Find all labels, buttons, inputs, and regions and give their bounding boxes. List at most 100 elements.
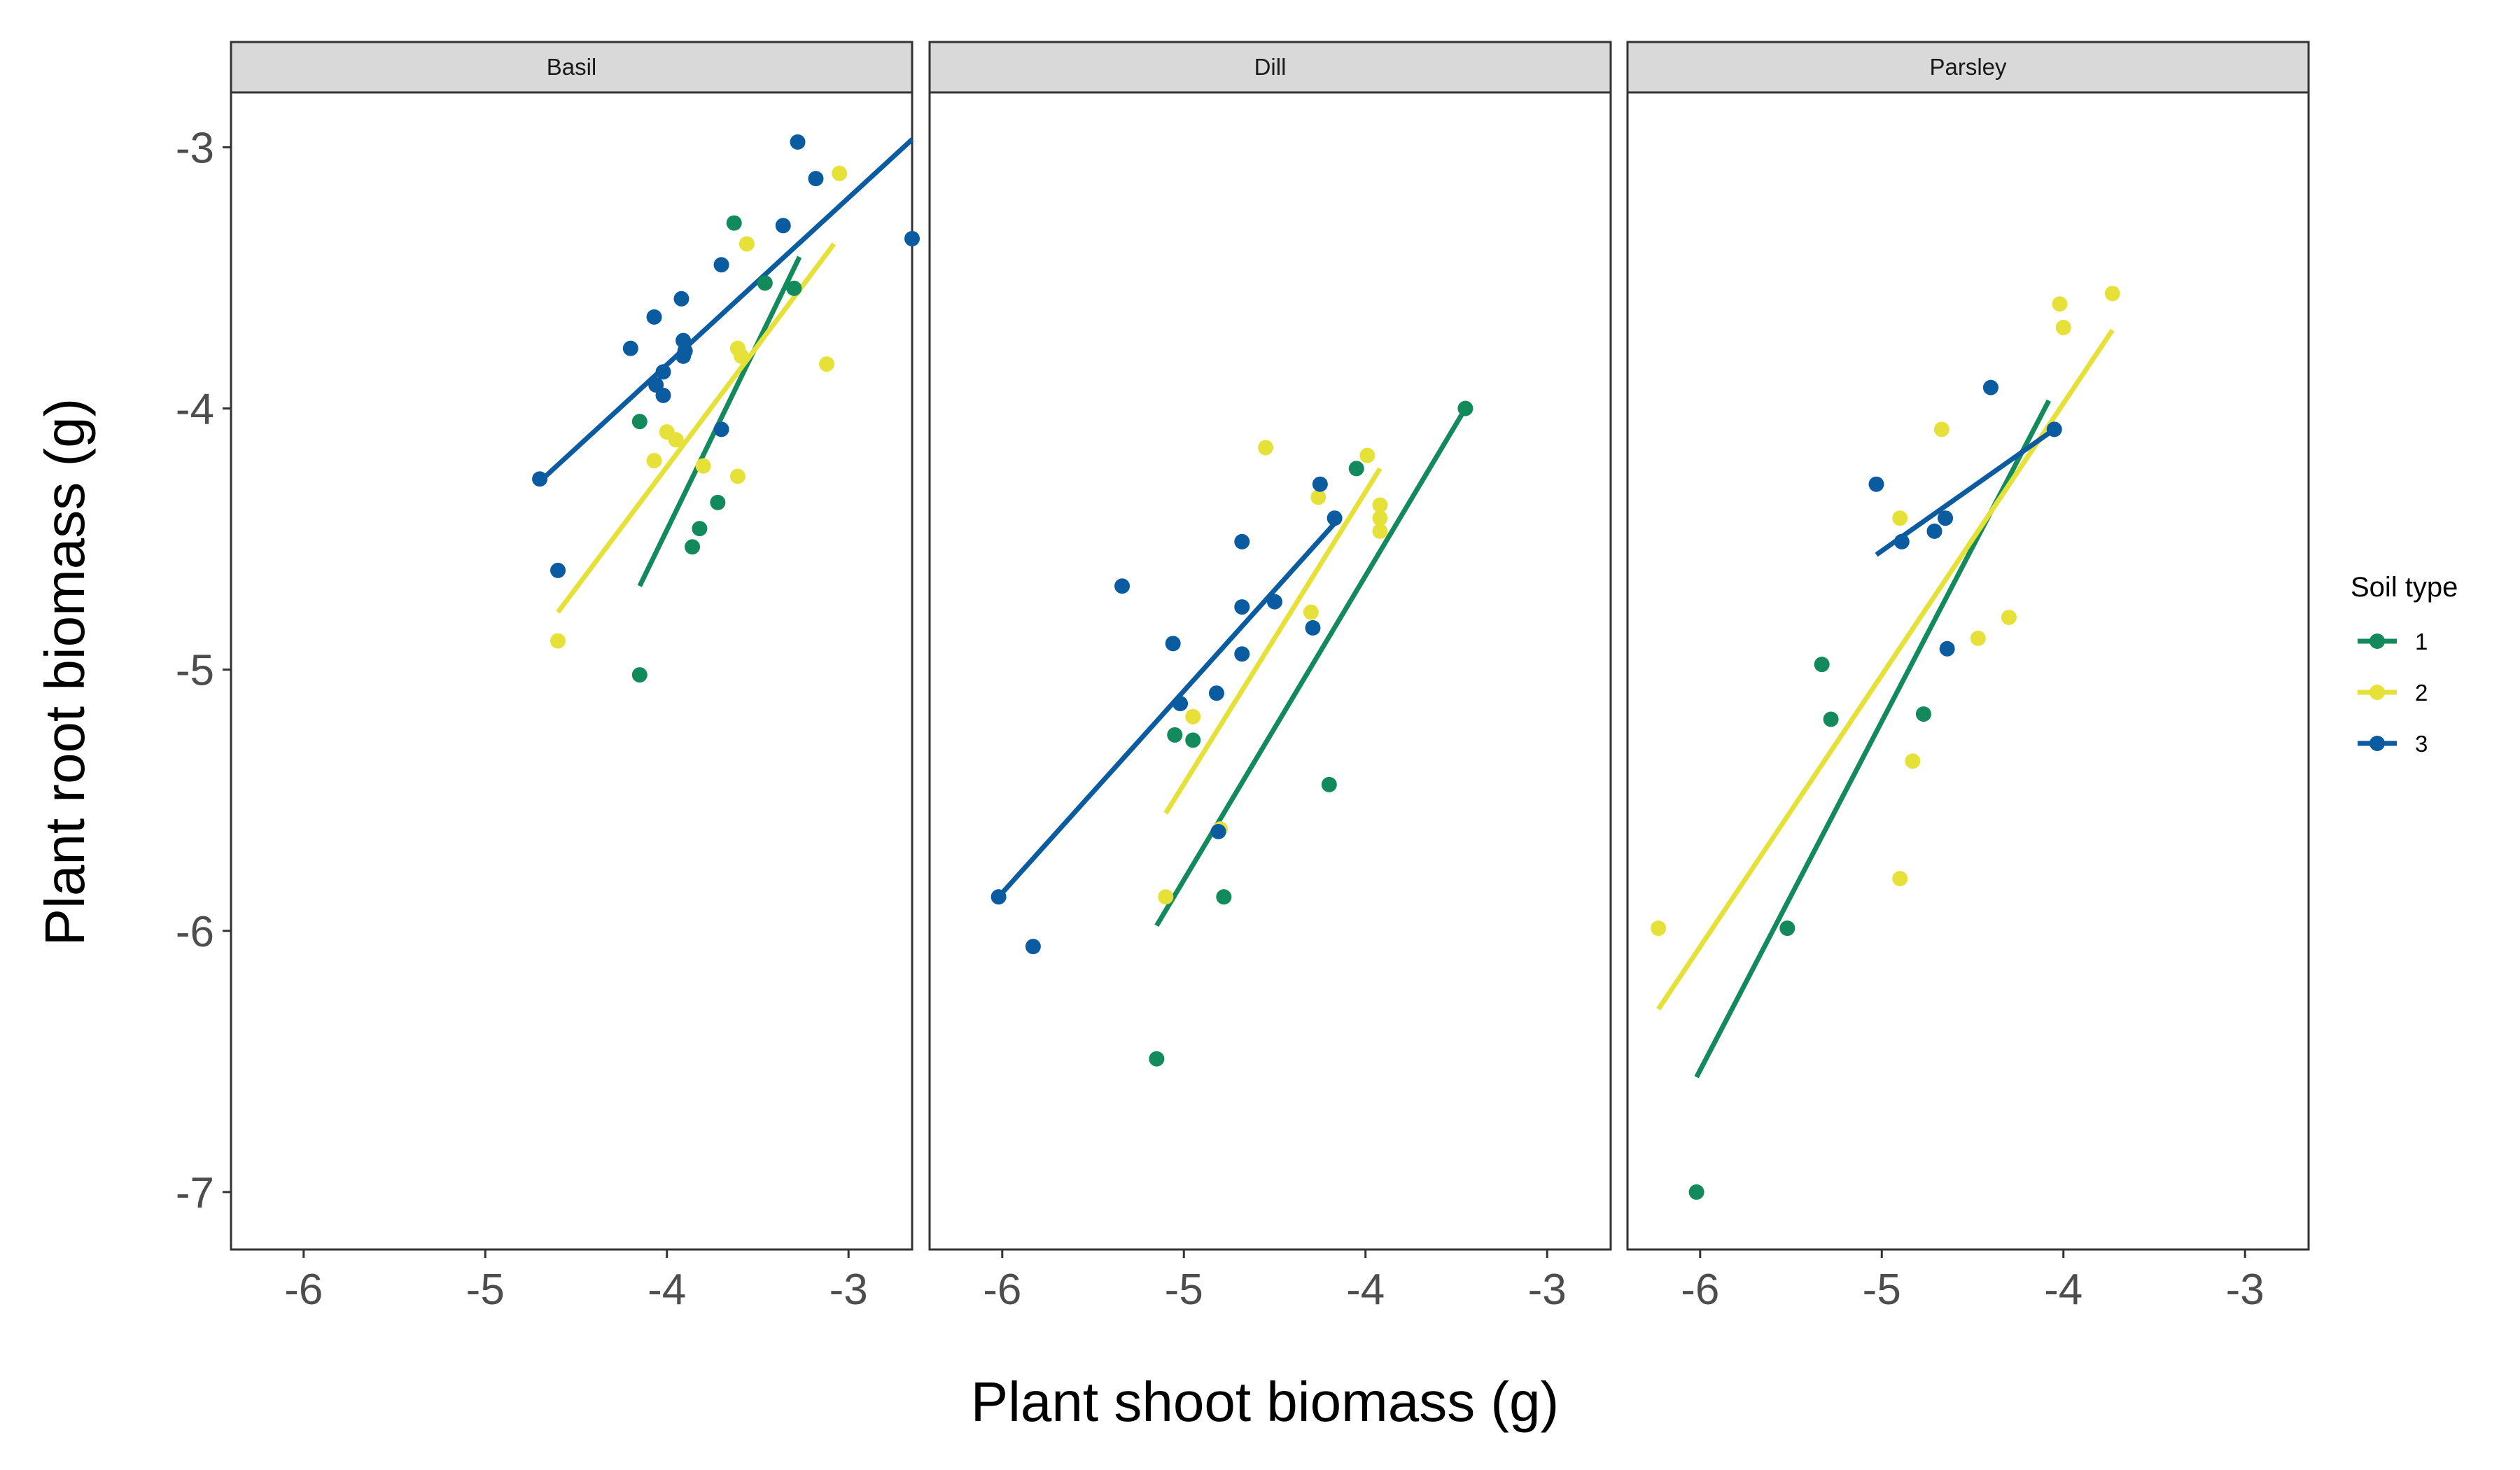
data-point-soil-2 [729,468,746,484]
data-point-soil-3 [775,218,791,234]
data-point-soil-2 [550,633,566,649]
data-point-soil-1 [631,414,648,430]
data-point-soil-2 [2055,319,2071,335]
data-point-soil-2 [1258,440,1274,456]
x-tick-label: -4 [2044,1266,2082,1314]
data-point-soil-2 [1303,604,1319,620]
data-point-soil-3 [1893,533,1910,550]
data-point-soil-2 [1372,510,1388,526]
facet-dill: Dill -6 -5 -4 -3 [928,41,1612,1314]
fit-line-soil-3 [538,137,914,484]
data-point-soil-1 [786,280,802,296]
facet-parsley: Parsley -6 -5 -4 -3 [1626,41,2310,1314]
data-point-soil-3 [990,889,1007,905]
x-tick-label: -3 [1528,1266,1567,1314]
data-point-soil-3 [1305,620,1321,636]
data-point-soil-3 [550,562,566,578]
data-point-soil-3 [2046,421,2062,438]
x-tick-label: -5 [1165,1266,1203,1314]
data-point-soil-1 [710,494,726,510]
data-point-soil-3 [622,340,638,356]
data-point-soil-3 [1208,685,1224,701]
facet-strip-label: Basil [547,54,597,80]
legend-label: 2 [2415,680,2428,706]
data-point-soil-3 [1266,594,1282,610]
data-point-soil-3 [1172,696,1189,712]
data-point-soil-3 [1982,379,1998,396]
data-point-soil-1 [1185,732,1201,748]
data-point-soil-3 [1114,578,1130,594]
fit-line-soil-2 [1163,467,1382,815]
x-tick-label: -6 [983,1266,1021,1314]
data-point-soil-2 [738,236,755,252]
fit-line-soil-1 [1154,407,1468,927]
y-tick-label: -3 [176,124,214,172]
data-point-soil-3 [673,290,690,307]
data-point-soil-3 [1939,640,1955,657]
legend-label: 1 [2415,629,2428,654]
x-tick-label: -4 [648,1266,686,1314]
data-point-soil-3 [676,348,692,364]
x-tick-label: -5 [466,1266,505,1314]
data-point-soil-2 [832,165,848,181]
y-tick-label: -7 [176,1169,214,1217]
data-point-soil-1 [757,275,773,291]
data-point-soil-2 [1892,510,1908,526]
legend-label: 3 [2415,731,2428,757]
facet-strip-label: Dill [1254,54,1287,80]
panel-border [230,91,913,1251]
facet-strip-label: Parsley [1929,54,2007,80]
data-point-soil-1 [685,539,701,555]
data-point-soil-2 [1892,871,1908,887]
data-point-soil-1 [1814,657,1830,673]
data-point-soil-3 [1938,510,1954,526]
data-point-soil-3 [646,309,662,325]
data-point-soil-2 [668,432,684,448]
legend-key-point [2370,736,2385,751]
x-tick-label: -4 [1346,1266,1385,1314]
data-point-soil-1 [631,667,648,683]
x-tick-label: -3 [830,1266,868,1314]
x-tick-label: -5 [1863,1266,1901,1314]
data-point-soil-1 [1779,920,1795,937]
data-point-soil-3 [1926,523,1942,539]
data-point-soil-3 [655,364,671,380]
data-point-soil-3 [904,230,920,246]
fit-line-soil-1 [637,255,802,587]
data-point-soil-2 [1372,497,1388,513]
data-point-soil-1 [1167,727,1183,743]
data-point-soil-2 [646,453,662,469]
data-point-soil-1 [1321,776,1337,792]
data-point-soil-1 [1823,711,1839,727]
data-point-soil-2 [1185,708,1201,724]
data-point-soil-3 [1868,476,1884,492]
data-point-soil-2 [1970,630,1986,646]
legend: Soil type 1 2 3 [2351,572,2458,757]
data-point-soil-3 [1312,476,1328,492]
data-point-soil-1 [1348,461,1364,477]
data-point-soil-1 [1149,1051,1165,1067]
data-point-soil-3 [1234,599,1250,615]
data-point-soil-2 [1651,920,1667,937]
data-point-soil-2 [1310,489,1326,505]
data-point-soil-1 [726,215,742,231]
fit-line-soil-3 [1875,427,2056,557]
data-point-soil-3 [790,134,806,150]
x-tick-label: -6 [284,1266,323,1314]
data-point-soil-3 [713,421,729,438]
x-axis-title: Plant shoot biomass (g) [971,1371,1559,1433]
data-point-soil-3 [1165,636,1181,652]
data-point-soil-2 [2001,610,2017,626]
data-point-soil-1 [692,521,708,537]
data-point-soil-3 [1234,646,1250,662]
facet-strip [1626,41,2310,94]
legend-key-point [2370,685,2385,700]
panel-border [1626,91,2310,1251]
fit-line-soil-2 [556,242,836,614]
data-point-soil-2 [695,458,711,474]
y-tick-label: -5 [176,647,214,695]
y-tick-label: -4 [176,385,214,433]
data-point-soil-2 [1905,753,1921,769]
